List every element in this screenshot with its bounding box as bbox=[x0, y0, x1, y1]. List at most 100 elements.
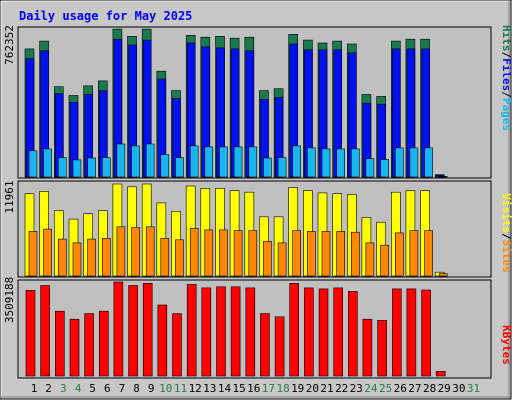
x-tick-label-day-7: 7 bbox=[119, 382, 126, 395]
bar-sites-day-17 bbox=[263, 241, 272, 277]
bar-kbytes-day-27 bbox=[406, 288, 417, 377]
bar-pages-day-3 bbox=[57, 157, 67, 178]
x-tick-label-day-15: 15 bbox=[232, 382, 245, 395]
x-tick-label-day-10: 10 bbox=[159, 382, 172, 395]
bar-sites-day-29 bbox=[438, 273, 448, 277]
panel-hits-max-label: 762352 bbox=[3, 25, 16, 65]
bar-pages-day-23 bbox=[350, 148, 360, 178]
bar-pages-day-10 bbox=[160, 154, 170, 178]
bar-pages-day-12 bbox=[189, 145, 199, 178]
legend-part-0-1: / bbox=[500, 52, 512, 59]
bar-kbytes-day-1 bbox=[25, 289, 36, 377]
bar-sites-day-13 bbox=[204, 229, 214, 277]
legend-hits-files-pages: Hits/Files/Pages bbox=[500, 25, 512, 131]
legend-part-1-2: Sites bbox=[500, 240, 512, 273]
x-tick-label-day-16: 16 bbox=[247, 382, 260, 395]
x-axis-labels: 1 2 3 4 5 6 7 8 9 10 11 12 13 14 15 16 17 18 19 20 21 22 23 24 2… bbox=[31, 382, 480, 395]
bar-sites-day-11 bbox=[175, 239, 184, 277]
bar-sites-day-20 bbox=[307, 231, 316, 277]
x-tick-label-day-1: 1 bbox=[31, 382, 38, 395]
bar-kbytes-day-12 bbox=[186, 284, 197, 377]
x-tick-label-day-3: 3 bbox=[60, 382, 67, 395]
bar-pages-day-29 bbox=[438, 176, 448, 178]
bar-kbytes-day-17 bbox=[260, 313, 270, 377]
legend-kbytes: KBytes bbox=[500, 325, 512, 365]
bar-sites-day-12 bbox=[189, 228, 199, 277]
x-tick-label-day-20: 20 bbox=[306, 382, 319, 395]
x-tick-label-day-24: 24 bbox=[364, 382, 378, 395]
bar-kbytes-day-4 bbox=[69, 318, 80, 377]
bar-pages-day-7 bbox=[116, 143, 126, 178]
legend-part-1-0: Visits bbox=[500, 193, 512, 233]
chart-title: Daily usage for May 2025 bbox=[19, 9, 192, 23]
bar-sites-day-24 bbox=[365, 242, 375, 277]
x-tick-label-day-18: 18 bbox=[276, 382, 289, 395]
legend-part-1-1: / bbox=[500, 233, 512, 240]
x-tick-label-day-23: 23 bbox=[350, 382, 363, 395]
x-tick-label-day-22: 22 bbox=[335, 382, 348, 395]
bar-kbytes-day-26 bbox=[391, 288, 402, 377]
bar-kbytes-day-29 bbox=[435, 371, 446, 377]
legend-part-0-0: Hits bbox=[500, 25, 512, 52]
bar-kbytes-day-15 bbox=[230, 286, 241, 377]
x-tick-label-day-8: 8 bbox=[133, 382, 140, 395]
bar-kbytes-day-19 bbox=[289, 282, 300, 377]
bar-kbytes-day-9 bbox=[142, 282, 153, 377]
bar-sites-day-27 bbox=[409, 230, 419, 277]
bar-sites-day-2 bbox=[43, 228, 52, 277]
bar-kbytes-day-21 bbox=[318, 288, 329, 377]
bar-pages-day-19 bbox=[292, 145, 302, 178]
bar-pages-day-11 bbox=[175, 157, 184, 178]
bar-pages-day-20 bbox=[307, 147, 316, 178]
legend-visits-sites: Visits/Sites bbox=[500, 193, 512, 273]
x-tick-label-day-28: 28 bbox=[423, 382, 436, 395]
bar-kbytes-day-11 bbox=[172, 313, 182, 377]
bar-kbytes-day-28 bbox=[421, 289, 431, 377]
bar-sites-day-7 bbox=[116, 226, 126, 277]
legend-part-0-3: / bbox=[500, 91, 512, 98]
bar-kbytes-day-10 bbox=[157, 304, 168, 377]
bar-pages-day-26 bbox=[394, 147, 404, 178]
bar-pages-day-14 bbox=[219, 146, 228, 178]
bar-pages-day-2 bbox=[43, 148, 52, 178]
bar-sites-day-1 bbox=[28, 231, 38, 277]
chart-bars bbox=[24, 28, 448, 377]
bar-sites-day-9 bbox=[145, 226, 155, 277]
bar-sites-day-8 bbox=[131, 227, 140, 277]
bar-kbytes-day-16 bbox=[245, 287, 256, 377]
bar-kbytes-day-3 bbox=[54, 310, 65, 377]
x-tick-label-day-31: 31 bbox=[467, 382, 480, 395]
bar-kbytes-day-5 bbox=[84, 313, 94, 377]
bar-kbytes-day-25 bbox=[377, 319, 387, 377]
bar-pages-day-27 bbox=[409, 147, 419, 178]
bar-pages-day-17 bbox=[263, 157, 272, 178]
x-tick-label-day-25: 25 bbox=[379, 382, 392, 395]
x-tick-label-day-5: 5 bbox=[89, 382, 96, 395]
bar-kbytes-day-14 bbox=[216, 286, 226, 377]
bar-sites-day-14 bbox=[219, 229, 228, 277]
panel-kbytes-max-label: 3509188 bbox=[3, 277, 16, 323]
bar-pages-day-22 bbox=[336, 148, 346, 178]
bar-kbytes-day-6 bbox=[99, 310, 109, 377]
x-tick-label-day-14: 14 bbox=[218, 382, 232, 395]
bar-sites-day-3 bbox=[57, 238, 67, 277]
x-tick-label-day-30: 30 bbox=[452, 382, 465, 395]
legend-part-0-4: Pages bbox=[500, 98, 512, 131]
bar-pages-day-18 bbox=[277, 157, 287, 178]
legend-part-0-2: Files bbox=[500, 58, 512, 91]
x-tick-label-day-4: 4 bbox=[75, 382, 82, 395]
x-tick-label-day-27: 27 bbox=[408, 382, 421, 395]
bar-pages-day-28 bbox=[424, 147, 433, 178]
bar-sites-day-15 bbox=[233, 230, 243, 277]
bar-pages-day-4 bbox=[72, 159, 82, 178]
bar-kbytes-day-18 bbox=[274, 316, 285, 377]
bar-pages-day-16 bbox=[248, 146, 258, 178]
bar-pages-day-15 bbox=[233, 146, 243, 178]
bar-kbytes-day-13 bbox=[201, 287, 212, 377]
bar-sites-day-18 bbox=[277, 242, 287, 277]
x-tick-label-day-19: 19 bbox=[291, 382, 304, 395]
bar-sites-day-19 bbox=[292, 230, 302, 277]
bar-pages-day-1 bbox=[28, 150, 38, 178]
bar-sites-day-5 bbox=[87, 238, 96, 277]
